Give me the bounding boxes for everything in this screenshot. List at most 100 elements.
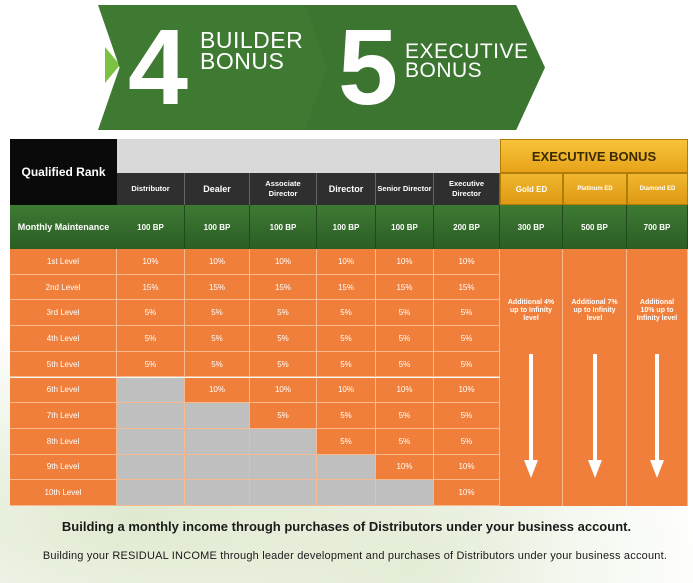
exec-note: Additional 7% up to Infinity level (571, 299, 618, 322)
executive-title-line1: EXECUTIVE (405, 40, 529, 63)
level-value-cell (117, 377, 185, 404)
maintenance-value: 100 BP (250, 205, 317, 249)
level-value-cell: 5% (376, 428, 434, 455)
level-label: 3rd Level (10, 300, 117, 327)
level-label: 10th Level (10, 480, 117, 506)
maintenance-value: 100 BP (185, 205, 250, 249)
level-label: 7th Level (10, 403, 117, 429)
level-value-cell: 5% (376, 300, 434, 327)
monthly-maintenance-label: Monthly Maintenance (10, 205, 117, 249)
level-value-cell (317, 454, 376, 481)
footer-line-2: Building your RESIDUAL INCOME through le… (42, 550, 668, 562)
level-value-cell: 15% (185, 274, 250, 301)
down-arrow-icon (587, 354, 602, 479)
rank-header: Dealer (185, 173, 250, 205)
footer-line-1: Building a monthly income through purcha… (61, 519, 632, 534)
level-value-cell: 10% (250, 377, 317, 404)
executive-title-line2: BONUS (405, 59, 483, 82)
level-value-cell: 10% (376, 454, 434, 481)
level-label: 4th Level (10, 326, 117, 352)
level-value-cell: 15% (117, 274, 185, 301)
level-value-cell: 5% (117, 351, 185, 378)
level-value-cell: 5% (434, 326, 500, 352)
exec-note: Additional 10% up to Infinity level (636, 299, 678, 322)
level-value-cell: 10% (434, 249, 500, 275)
builder-bonus-number: 4 (128, 6, 189, 127)
exec-level-column: Additional 4% up to Infinity level (500, 249, 563, 506)
level-value-cell: 10% (185, 249, 250, 275)
level-value-cell: 5% (250, 403, 317, 429)
level-value-cell: 5% (117, 326, 185, 352)
level-value-cell: 10% (376, 377, 434, 404)
level-value-cell: 15% (250, 274, 317, 301)
level-value-cell: 5% (376, 351, 434, 378)
level-value-cell: 10% (117, 249, 185, 275)
executive-bonus-arrow (305, 5, 545, 130)
exec-level-column: Additional 10% up to Infinity level (627, 249, 688, 506)
level-value-cell: 5% (317, 428, 376, 455)
executive-bonus-number: 5 (338, 6, 399, 127)
level-label: 8th Level (10, 428, 117, 455)
level-value-cell (185, 428, 250, 455)
level-value-cell (117, 403, 185, 429)
level-value-cell: 5% (434, 403, 500, 429)
exec-maintenance-value: 500 BP (563, 205, 627, 249)
exec-maintenance-value: 700 BP (627, 205, 688, 249)
level-value-cell: 5% (434, 428, 500, 455)
builder-title-line1: BUILDER (200, 27, 304, 53)
level-value-cell (250, 480, 317, 506)
rank-header: Associate Director (250, 173, 317, 205)
qualified-rank-header: Qualified Rank (10, 139, 117, 205)
level-value-cell: 5% (376, 403, 434, 429)
executive-bonus-header: EXECUTIVE BONUS (500, 139, 688, 173)
builder-bonus-title: BUILDER BONUS (200, 27, 304, 73)
level-value-cell (117, 454, 185, 481)
rank-header: Director (317, 173, 376, 205)
level-value-cell (185, 480, 250, 506)
level-value-cell (376, 480, 434, 506)
level-value-cell: 5% (185, 351, 250, 378)
level-value-cell: 5% (250, 351, 317, 378)
level-value-cell: 5% (376, 326, 434, 352)
level-value-cell (117, 428, 185, 455)
level-value-cell (117, 480, 185, 506)
rank-header: Distributor (117, 173, 185, 205)
level-value-cell (185, 403, 250, 429)
level-value-cell: 15% (434, 274, 500, 301)
rank-header: Executive Director (434, 173, 500, 205)
level-value-cell: 5% (317, 300, 376, 327)
level-value-cell: 10% (434, 454, 500, 481)
level-label: 6th Level (10, 377, 117, 404)
maintenance-value: 100 BP (117, 205, 185, 249)
exec-maintenance-value: 300 BP (500, 205, 563, 249)
exec-level-column: Additional 7% up to Infinity level (563, 249, 627, 506)
level-value-cell (317, 480, 376, 506)
level-value-cell: 10% (250, 249, 317, 275)
maintenance-value: 200 BP (434, 205, 500, 249)
executive-bonus-title: EXECUTIVE BONUS (405, 40, 529, 82)
exec-rank-header: Platinum ED (563, 173, 627, 205)
builder-bonus-arrow (98, 5, 338, 130)
level-value-cell: 10% (317, 377, 376, 404)
exec-rank-header: Gold ED (500, 173, 563, 205)
level-label: 1st Level (10, 249, 117, 275)
level-value-cell: 5% (317, 351, 376, 378)
exec-rank-header: Diamond ED (627, 173, 688, 205)
level-value-cell: 5% (250, 326, 317, 352)
rank-header: Senior Director (376, 173, 434, 205)
level-value-cell: 5% (434, 300, 500, 327)
level-value-cell (185, 454, 250, 481)
level-value-cell: 15% (317, 274, 376, 301)
level-value-cell: 5% (185, 300, 250, 327)
level-value-cell: 15% (376, 274, 434, 301)
level-value-cell: 5% (317, 326, 376, 352)
level-value-cell: 5% (434, 351, 500, 378)
down-arrow-icon (650, 354, 664, 479)
level-value-cell: 10% (185, 377, 250, 404)
level-label: 9th Level (10, 454, 117, 481)
level-value-cell: 10% (434, 480, 500, 506)
level-value-cell: 5% (117, 300, 185, 327)
maintenance-value: 100 BP (376, 205, 434, 249)
level-value-cell (250, 454, 317, 481)
level-label: 2nd Level (10, 274, 117, 301)
